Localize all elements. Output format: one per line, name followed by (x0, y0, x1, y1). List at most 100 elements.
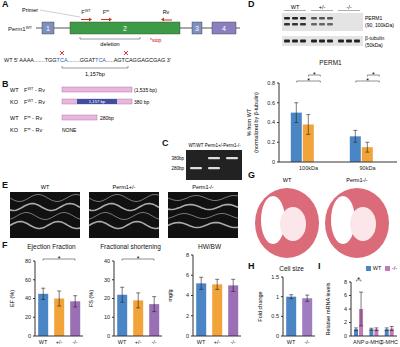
svg-text:100kDa: 100kDa (299, 165, 319, 171)
svg-text:0.4: 0.4 (267, 119, 275, 125)
svg-text:PERM1: PERM1 (365, 15, 382, 21)
svg-text:WT: WT (41, 184, 50, 190)
svg-text:*: * (357, 276, 360, 283)
svg-text:8: 8 (186, 252, 189, 258)
svg-text:2: 2 (344, 319, 347, 325)
svg-text:(90, 100kDa): (90, 100kDa) (365, 22, 394, 28)
svg-text:20: 20 (104, 295, 110, 301)
svg-text:FWT - Rv: FWT - Rv (24, 99, 45, 105)
svg-text:WT: WT (10, 87, 19, 93)
svg-text:Perm1+/-: Perm1+/- (113, 184, 136, 190)
svg-text:*: * (307, 77, 310, 84)
svg-text:+/-: +/- (135, 339, 142, 345)
svg-text:8: 8 (344, 279, 347, 285)
svg-text:0: 0 (28, 333, 31, 339)
svg-text:0: 0 (272, 159, 275, 165)
svg-text:380 bp: 380 bp (134, 99, 150, 105)
svg-text:0: 0 (107, 333, 110, 339)
svg-text:Fm - Rv: Fm - Rv (24, 115, 42, 121)
svg-text:3: 3 (195, 25, 199, 32)
svg-text:Perm1-/-: Perm1-/- (346, 177, 368, 183)
svg-text:Primer: Primer (22, 7, 38, 13)
svg-text:40: 40 (104, 258, 110, 264)
svg-text:+/-: +/- (56, 339, 63, 345)
svg-text:Fm: Fm (103, 9, 110, 15)
svg-text:Perm1-/-: Perm1-/- (192, 184, 214, 190)
svg-text:*: * (58, 255, 61, 262)
svg-text:% from WT: % from WT (246, 108, 252, 136)
svg-text:Perm1WT: Perm1WT (8, 25, 33, 32)
svg-text:WT/WT: WT/WT (188, 143, 203, 148)
svg-text:1,157bp: 1,157bp (85, 71, 105, 77)
svg-text:0.6: 0.6 (267, 100, 275, 106)
svg-text:280bp: 280bp (100, 115, 114, 121)
svg-text:EF (%): EF (%) (9, 290, 15, 307)
svg-text:*stop: *stop (150, 37, 162, 43)
svg-text:FS (%): FS (%) (88, 290, 94, 307)
svg-text:-/-: -/- (72, 339, 77, 345)
svg-text:*: * (372, 71, 375, 78)
svg-text:(50kDa): (50kDa) (365, 42, 383, 48)
svg-text:Fm - Rv: Fm - Rv (24, 127, 42, 133)
svg-text:Perm1+/-: Perm1+/- (205, 143, 224, 148)
svg-text:KO: KO (10, 99, 19, 105)
svg-text:20: 20 (25, 314, 31, 320)
svg-text:0: 0 (344, 333, 347, 339)
svg-text:FWT: FWT (81, 9, 91, 15)
svg-text:WT: WT (287, 339, 296, 345)
svg-text:Relative mRNA levels: Relative mRNA levels (325, 282, 331, 335)
svg-text:*: * (313, 71, 316, 78)
svg-text:WT: WT (283, 177, 292, 183)
svg-text:+/-: +/- (214, 339, 221, 345)
svg-text:ANP: ANP (353, 339, 365, 345)
svg-text:30: 30 (104, 277, 110, 283)
svg-text:Rv: Rv (163, 9, 170, 15)
svg-text:6: 6 (186, 272, 189, 278)
svg-text:Fold change: Fold change (257, 291, 263, 321)
svg-text:NONE: NONE (62, 127, 77, 133)
svg-text:1: 1 (46, 25, 50, 32)
svg-text:(1,535 bp): (1,535 bp) (134, 87, 157, 93)
svg-text:2: 2 (186, 313, 189, 319)
svg-text:deletion: deletion (100, 41, 119, 47)
svg-text:0.5: 0.5 (271, 313, 279, 319)
svg-text:4: 4 (186, 292, 189, 298)
svg-text:40: 40 (25, 295, 31, 301)
svg-text:FWT - Rv: FWT - Rv (24, 87, 45, 93)
svg-text:-/-: -/- (230, 339, 235, 345)
svg-text:280bp: 280bp (171, 166, 184, 171)
svg-text:*: * (366, 77, 369, 84)
svg-text:1.5: 1.5 (271, 274, 279, 280)
svg-text:β-MHC: β-MHC (381, 339, 399, 345)
svg-text:WT 5' AAAA.......TGGTCA.......: WT 5' AAAA.......TGGTCA........GGATTCA..… (4, 57, 171, 63)
svg-text:-/-: -/- (151, 339, 156, 345)
svg-text:β-tubulin: β-tubulin (365, 35, 384, 41)
svg-text:-/-: -/- (346, 4, 351, 10)
svg-text:KO: KO (10, 127, 19, 133)
svg-text:0.2: 0.2 (267, 139, 275, 145)
svg-text:*: * (137, 255, 140, 262)
svg-text:WT: WT (291, 4, 300, 10)
svg-text:4: 4 (222, 25, 226, 32)
svg-text:WT: WT (197, 339, 206, 345)
svg-text:6: 6 (344, 292, 347, 298)
svg-text:+/-: +/- (319, 4, 326, 10)
svg-text:Perm1-/-: Perm1-/- (223, 143, 241, 148)
svg-text:0.8: 0.8 (267, 80, 275, 86)
svg-text:WT: WT (10, 115, 19, 121)
svg-text:mg/g: mg/g (167, 289, 173, 301)
svg-text:0: 0 (276, 333, 279, 339)
svg-text:WT: WT (39, 339, 48, 345)
svg-text:10: 10 (104, 314, 110, 320)
svg-text:4: 4 (344, 306, 347, 312)
svg-text:WT: WT (118, 339, 127, 345)
svg-text:380bp: 380bp (171, 156, 184, 161)
svg-text:90kDa: 90kDa (360, 165, 377, 171)
svg-text:2: 2 (123, 25, 127, 32)
svg-text:80: 80 (25, 258, 31, 264)
svg-text:60: 60 (25, 277, 31, 283)
svg-text:0: 0 (186, 333, 189, 339)
svg-text:(normalized by β-tubulin): (normalized by β-tubulin) (253, 92, 259, 153)
svg-text:1: 1 (276, 294, 279, 300)
svg-text:-/-: -/- (304, 339, 309, 345)
